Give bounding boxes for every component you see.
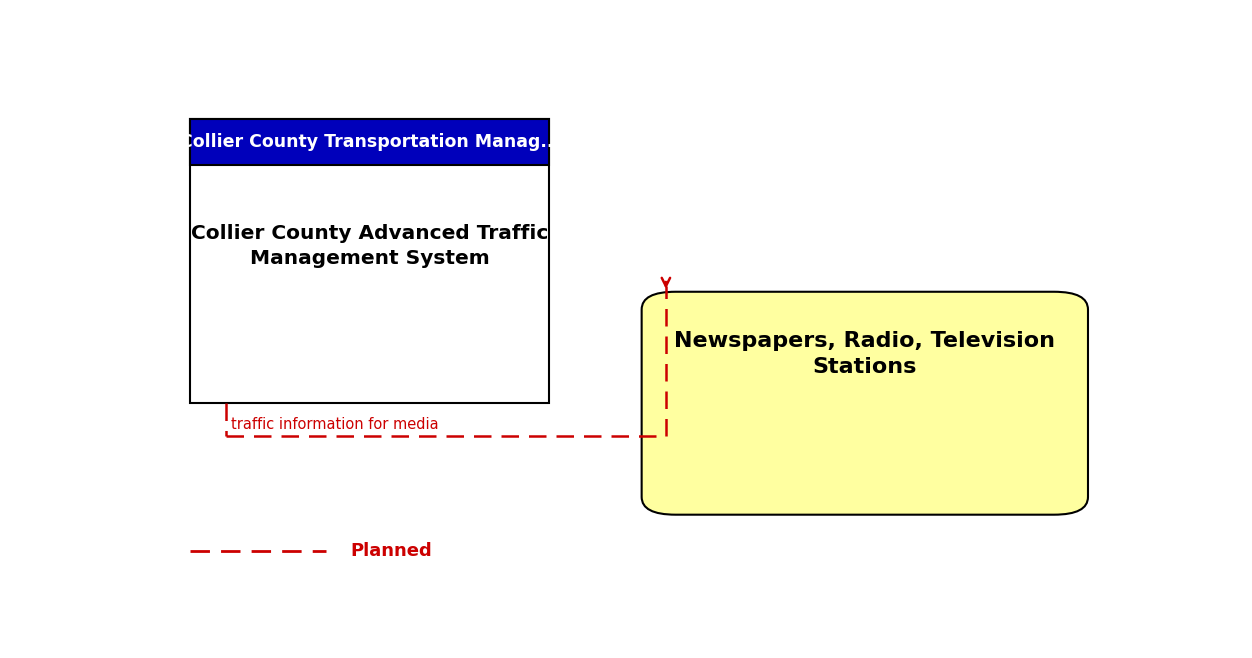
FancyBboxPatch shape	[190, 120, 550, 165]
FancyBboxPatch shape	[190, 120, 550, 403]
FancyBboxPatch shape	[641, 291, 1088, 515]
Text: Planned: Planned	[351, 542, 432, 560]
Text: traffic information for media: traffic information for media	[232, 417, 439, 432]
Text: Collier County Transportation Manag...: Collier County Transportation Manag...	[180, 134, 560, 151]
Text: Collier County Advanced Traffic
Management System: Collier County Advanced Traffic Manageme…	[192, 224, 548, 268]
Text: Newspapers, Radio, Television
Stations: Newspapers, Radio, Television Stations	[675, 331, 1055, 378]
